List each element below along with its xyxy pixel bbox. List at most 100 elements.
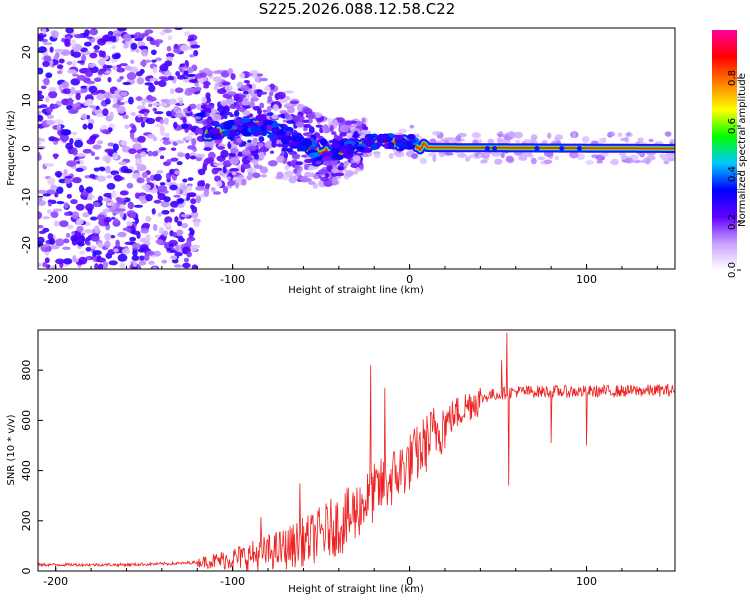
heatmap-cell: [43, 42, 53, 46]
heatmap-cell: [291, 153, 301, 160]
heatmap-cell: [151, 59, 157, 63]
snr-y-tick-label: 800: [20, 360, 33, 381]
heatmap-cell: [300, 175, 309, 183]
heatmap-cell: [200, 104, 206, 110]
heatmap-cell: [65, 142, 74, 150]
heatmap-cell: [116, 64, 122, 68]
heatmap-cell: [129, 212, 136, 219]
heatmap-cell: [153, 173, 162, 182]
heatmap-cell: [241, 117, 250, 123]
heatmap-cell: [227, 68, 234, 75]
heatmap-cell: [145, 250, 155, 256]
heatmap-cell: [173, 121, 178, 129]
heatmap-cell: [70, 39, 76, 48]
heatmap-cell: [286, 120, 295, 124]
heatmap-cell: [339, 162, 344, 167]
heatmap-cell: [117, 28, 127, 32]
heatmap-cell: [224, 123, 233, 131]
heatmap-cell: [388, 153, 394, 159]
heatmap-cell: [113, 248, 119, 253]
heatmap-cell: [194, 115, 202, 120]
heatmap-cell: [183, 257, 190, 263]
heatmap-cell: [126, 221, 133, 227]
spectrogram-y-tick-label: 20: [20, 45, 33, 59]
snr-x-tick-label: 100: [576, 575, 597, 588]
heatmap-cell: [177, 237, 185, 243]
heatmap-cell: [72, 131, 77, 136]
heatmap-cell: [130, 59, 135, 64]
heatmap-cell: [431, 130, 441, 136]
heatmap-cell: [617, 132, 623, 138]
heatmap-cell: [160, 102, 167, 107]
heatmap-cell: [151, 150, 159, 157]
heatmap-cell: [205, 111, 210, 117]
heatmap-cell: [82, 148, 92, 154]
heatmap-cell: [243, 79, 250, 84]
heatmap-cell: [38, 94, 45, 100]
heatmap-cell: [42, 60, 50, 68]
heatmap-cell: [111, 190, 117, 199]
heatmap-cell: [241, 149, 251, 156]
heatmap-cell: [173, 194, 181, 198]
heatmap-cell: [491, 151, 502, 157]
heatmap-cell: [276, 130, 287, 136]
heatmap-cell: [63, 258, 73, 265]
heatmap-cell: [293, 168, 298, 174]
heatmap-cell: [141, 98, 146, 106]
heatmap-cell: [103, 216, 112, 223]
heatmap-cell: [85, 246, 92, 252]
heatmap-cell: [58, 58, 65, 64]
heatmap-cell: [256, 73, 264, 77]
heatmap-cell: [105, 165, 111, 174]
heatmap-cell: [648, 138, 654, 143]
heatmap-cell: [250, 125, 261, 134]
heatmap-cell: [142, 222, 151, 229]
heatmap-cell: [55, 186, 64, 194]
heatmap-cell: [134, 192, 140, 199]
heatmap-cell: [38, 152, 41, 161]
heatmap-cell: [233, 119, 243, 124]
heatmap-cell: [98, 50, 104, 58]
heatmap-cell: [122, 81, 131, 86]
heatmap-cell: [233, 109, 240, 117]
heatmap-cell: [610, 158, 619, 166]
heatmap-cell: [170, 147, 177, 151]
heatmap-cell: [38, 67, 44, 75]
heatmap-cell: [247, 145, 258, 151]
heatmap-cell: [323, 159, 333, 166]
heatmap-cell: [190, 44, 201, 49]
heatmap-cell: [327, 117, 332, 124]
heatmap-cell: [253, 153, 260, 160]
heatmap-cell: [101, 129, 110, 134]
heatmap-cell: [344, 169, 354, 177]
heatmap-cell: [267, 95, 273, 103]
heatmap-cell: [74, 34, 84, 39]
heatmap-cell: [359, 165, 364, 170]
heatmap-cell: [267, 133, 278, 139]
heatmap-cell: [138, 255, 145, 261]
heatmap-cell: [203, 147, 212, 151]
heatmap-cell: [161, 259, 168, 264]
heatmap-cell: [183, 70, 189, 75]
heatmap-cell: [624, 157, 634, 164]
heatmap-cell: [140, 121, 145, 128]
heatmap-cell: [151, 102, 161, 107]
heatmap-cell: [188, 227, 194, 232]
heatmap-cell: [98, 263, 104, 269]
heatmap-cell: [56, 70, 63, 75]
heatmap-cell: [80, 85, 88, 89]
colorbar-tick-label: 0.0: [727, 262, 738, 278]
heatmap-cell: [331, 168, 338, 174]
heatmap-cell: [123, 43, 129, 49]
heatmap-cell: [358, 131, 367, 136]
spectrogram-x-tick-label: -200: [43, 273, 68, 286]
heatmap-cell: [102, 155, 112, 162]
heatmap-cell: [179, 63, 186, 68]
heatmap-cell: [322, 124, 329, 130]
heatmap-cell: [247, 139, 252, 144]
heatmap-cell: [481, 152, 491, 159]
heatmap-cell: [88, 63, 95, 68]
heatmap-cell: [86, 139, 96, 145]
heatmap-cell: [152, 136, 158, 142]
heatmap-cell: [225, 98, 235, 105]
